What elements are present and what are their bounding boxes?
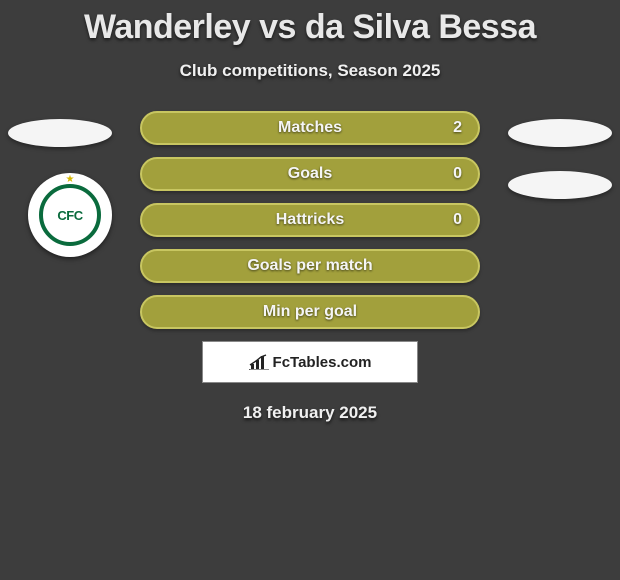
stat-value: 0 — [453, 165, 462, 183]
brand-box: FcTables.com — [202, 341, 418, 383]
page-title: Wanderley vs da Silva Bessa — [0, 0, 620, 47]
stat-value: 0 — [453, 211, 462, 229]
stat-label: Goals — [288, 165, 332, 183]
subtitle: Club competitions, Season 2025 — [0, 61, 620, 81]
club-badge-icon: CFC — [39, 184, 101, 246]
stat-label: Hattricks — [276, 211, 344, 229]
club-badge-text: CFC — [57, 208, 82, 223]
stat-label: Min per goal — [263, 303, 357, 321]
stat-row: Goals per match — [140, 249, 480, 283]
player-right-placeholder — [508, 119, 612, 147]
date-label: 18 february 2025 — [0, 403, 620, 423]
stat-rows: Matches 2 Goals 0 Hattricks 0 Goals per … — [140, 111, 480, 329]
club-right-placeholder — [508, 171, 612, 199]
club-left-badge: CFC — [28, 173, 112, 257]
comparison-panel: CFC Matches 2 Goals 0 Hattricks 0 Goals … — [0, 111, 620, 423]
stat-row: Matches 2 — [140, 111, 480, 145]
stat-label: Matches — [278, 119, 342, 137]
stat-row: Min per goal — [140, 295, 480, 329]
stat-label: Goals per match — [247, 257, 372, 275]
stat-row: Goals 0 — [140, 157, 480, 191]
bar-chart-icon — [249, 354, 269, 370]
brand-text: FcTables.com — [273, 354, 372, 371]
stat-row: Hattricks 0 — [140, 203, 480, 237]
stat-value: 2 — [453, 119, 462, 137]
player-left-placeholder — [8, 119, 112, 147]
